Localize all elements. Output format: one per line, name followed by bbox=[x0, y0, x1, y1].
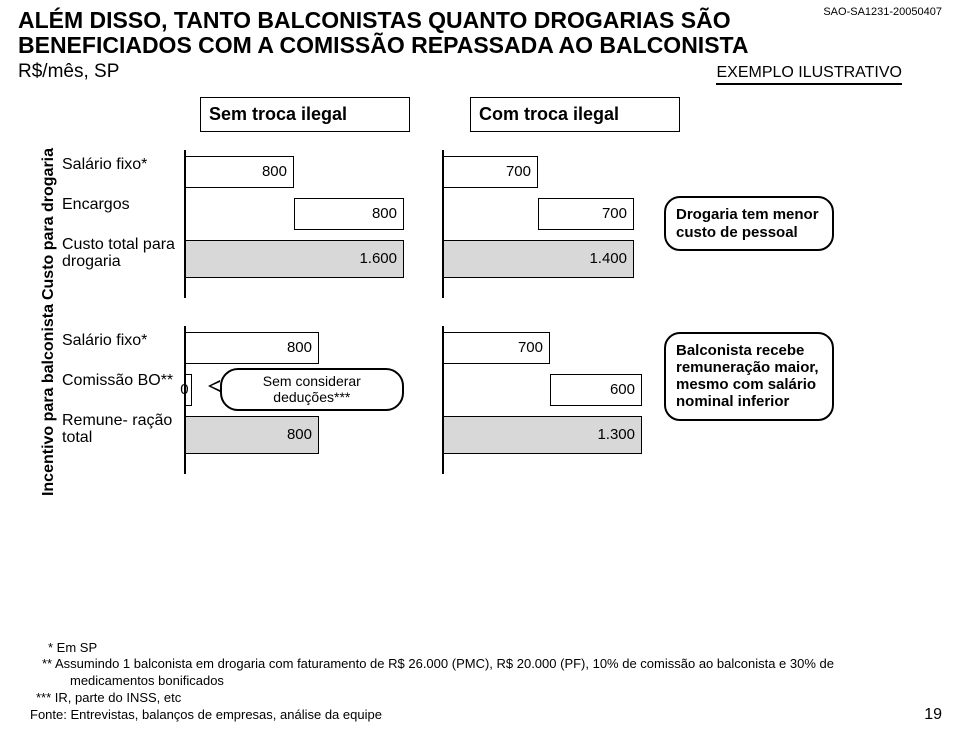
footnote-3: *** IR, parte do INSS, etc bbox=[36, 690, 942, 707]
bar-salario-right-b: 700 bbox=[442, 332, 550, 364]
bar-salario-left: 800 bbox=[184, 156, 294, 188]
bar-encargos-right: 700 bbox=[538, 198, 634, 230]
title-line-1: ALÉM DISSO, TANTO BALCONISTAS QUANTO DRO… bbox=[18, 7, 731, 33]
footnote-2: ** Assumindo 1 balconista em drogaria co… bbox=[42, 656, 942, 673]
bar-total-right-b: 1.300 bbox=[442, 416, 642, 454]
bar-total-left-b: 800 bbox=[184, 416, 319, 454]
footnote-2b: medicamentos bonificados bbox=[70, 673, 942, 690]
bar-value: 700 bbox=[602, 205, 627, 222]
row-label-salario-b: Salário fixo* bbox=[62, 332, 176, 372]
bar-salario-left-b: 800 bbox=[184, 332, 319, 364]
bars-bottom-left: 800 0 Sem considerar deduções*** 800 bbox=[184, 332, 404, 468]
column-headers: Sem troca ilegal Com troca ilegal bbox=[200, 97, 942, 132]
callout-col-top: Drogaria tem menor custo de pessoal bbox=[664, 156, 834, 292]
axis bbox=[442, 326, 444, 474]
bar-value: 800 bbox=[287, 339, 312, 356]
callout-top: Drogaria tem menor custo de pessoal bbox=[664, 196, 834, 251]
bar-total-left: 1.600 bbox=[184, 240, 404, 278]
bars-bottom-right: 700 600 1.300 bbox=[442, 332, 642, 468]
axis bbox=[184, 326, 186, 474]
bar-value: 1.400 bbox=[589, 250, 627, 267]
vlabel-wrap: Incentivo para balconista bbox=[36, 332, 62, 468]
row-labels-bottom: Salário fixo* Comissão BO** Remune- raçã… bbox=[62, 332, 176, 468]
row-label-comissao: Comissão BO** bbox=[62, 372, 176, 412]
row-label-salario: Salário fixo* bbox=[62, 156, 176, 196]
illustrative-tag: EXEMPLO ILUSTRATIVO bbox=[716, 64, 902, 85]
callout-col-bottom: Balconista recebe remuneração maior, mes… bbox=[664, 332, 834, 468]
axis bbox=[184, 150, 186, 298]
bar-value: 700 bbox=[506, 163, 531, 180]
bar-salario-right: 700 bbox=[442, 156, 538, 188]
title-line-2: BENEFICIADOS COM A COMISSÃO REPASSADA AO… bbox=[18, 32, 749, 58]
bars-top-right: 700 700 1.400 bbox=[442, 156, 642, 292]
balloon-tail bbox=[208, 380, 220, 392]
slide-title: ALÉM DISSO, TANTO BALCONISTAS QUANTO DRO… bbox=[18, 8, 942, 59]
bar-value: 800 bbox=[287, 426, 312, 443]
subtitle-row: R$/mês, SP EXEMPLO ILUSTRATIVO bbox=[18, 61, 942, 85]
bar-value: 800 bbox=[262, 163, 287, 180]
bar-value: 600 bbox=[610, 381, 635, 398]
row-label-total: Custo total para drogaria bbox=[62, 236, 176, 292]
balloon-wrap: Sem considerar deduções*** bbox=[220, 368, 404, 411]
bar-comissao-left-row: 0 Sem considerar deduções*** bbox=[184, 374, 404, 406]
section-vlabel-bottom: Incentivo para balconista bbox=[40, 304, 58, 496]
axis bbox=[442, 150, 444, 298]
vlabel-wrap: Custo para drogaria bbox=[36, 156, 62, 292]
footnote-fonte: Fonte: Entrevistas, balanços de empresas… bbox=[30, 707, 942, 724]
slide-page: SAO-SA1231-20050407 ALÉM DISSO, TANTO BA… bbox=[0, 0, 960, 738]
row-label-encargos: Encargos bbox=[62, 196, 176, 236]
bar-value: 800 bbox=[372, 205, 397, 222]
bar-value: 700 bbox=[518, 339, 543, 356]
balloon-deductions: Sem considerar deduções*** bbox=[220, 368, 404, 411]
bar-total-right: 1.400 bbox=[442, 240, 634, 278]
section-incentivo-balconista: Incentivo para balconista Salário fixo* … bbox=[36, 332, 942, 468]
column-header-left: Sem troca ilegal bbox=[200, 97, 410, 132]
bar-comissao-right: 600 bbox=[550, 374, 642, 406]
document-id: SAO-SA1231-20050407 bbox=[823, 6, 942, 18]
row-label-remun: Remune- ração total bbox=[62, 412, 176, 468]
page-number: 19 bbox=[924, 706, 942, 724]
column-header-right: Com troca ilegal bbox=[470, 97, 680, 132]
callout-bottom: Balconista recebe remuneração maior, mes… bbox=[664, 332, 834, 421]
row-labels-top: Salário fixo* Encargos Custo total para … bbox=[62, 156, 176, 292]
bar-encargos-left: 800 bbox=[294, 198, 404, 230]
footnote-1: * Em SP bbox=[48, 640, 942, 657]
subtitle: R$/mês, SP bbox=[18, 61, 119, 83]
bar-value: 1.300 bbox=[597, 426, 635, 443]
bar-value: 1.600 bbox=[359, 250, 397, 267]
section-vlabel-top: Custo para drogaria bbox=[40, 148, 58, 300]
bars-top-left: 800 800 1.600 bbox=[184, 156, 404, 292]
footnotes: * Em SP ** Assumindo 1 balconista em dro… bbox=[30, 640, 942, 724]
section-custo-drogaria: Custo para drogaria Salário fixo* Encarg… bbox=[36, 156, 942, 292]
